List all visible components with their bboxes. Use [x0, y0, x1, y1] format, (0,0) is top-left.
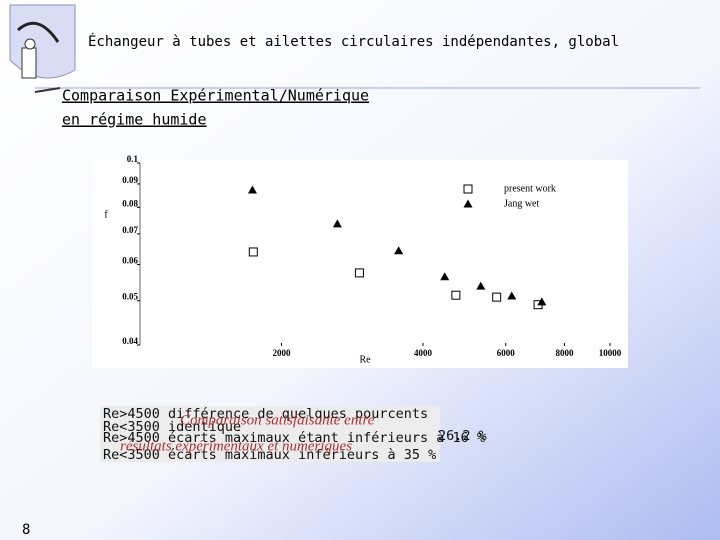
y-tick-label: 0.08 [122, 198, 138, 208]
x-tick-label: 10000 [599, 348, 622, 358]
logo [9, 4, 76, 79]
point [440, 272, 450, 281]
point [247, 185, 257, 194]
x-tick-label: 4000 [414, 348, 433, 358]
legend-marker [463, 184, 473, 194]
y-axis-label: f [104, 209, 108, 220]
chart: 0.04 0.05 0.06 0.07 0.08 0.09 0.1 2000 4000 6000 8… [104, 154, 621, 365]
note: Re>4500 écarts maximaux étant inférieurs… [103, 430, 485, 446]
point [476, 281, 486, 290]
title: Échangeur à tubes et ailettes circulaire… [88, 33, 619, 50]
point [507, 291, 517, 300]
y-tick-label: 0.07 [122, 225, 138, 235]
point [394, 246, 404, 255]
point [492, 292, 502, 302]
chart-frame [92, 160, 628, 368]
legend-label: present work [504, 183, 556, 194]
overlay-text: 26.2 % [438, 428, 487, 444]
note: Re<3500 identique [103, 419, 241, 435]
y-tick-label: 0.06 [122, 256, 138, 266]
subtitle: en régime humide [62, 111, 207, 129]
point [451, 290, 461, 300]
rule [34, 87, 61, 93]
note: Re>4500 différence de quelques pourcents [103, 406, 428, 422]
legend-label: Jang wet [504, 198, 539, 209]
overlay-text: résultats expérimentaux et numériques [120, 438, 352, 454]
y-tick-label: 0.04 [122, 336, 138, 346]
point [354, 268, 364, 278]
subtitle: Comparaison Expérimental/Numérique [62, 87, 369, 105]
point [248, 247, 258, 257]
point [332, 219, 342, 228]
notes-box [100, 406, 440, 462]
x-tick-label: 8000 [555, 348, 574, 358]
point [537, 297, 547, 306]
x-tick-label: 2000 [272, 348, 291, 358]
y-tick-label: 0.09 [122, 175, 138, 185]
x-axis-label: Re [359, 354, 371, 365]
y-tick-label: 0.1 [127, 154, 139, 164]
x-tick-label: 6000 [497, 348, 516, 358]
overlay-text: Comparaison satisfaisante entre [180, 412, 375, 428]
note: Re<3500 écarts maximaux inférieurs à 35 … [103, 447, 436, 463]
legend-marker [463, 199, 473, 208]
page-number: 8 [22, 522, 30, 538]
y-tick-label: 0.05 [122, 292, 138, 302]
